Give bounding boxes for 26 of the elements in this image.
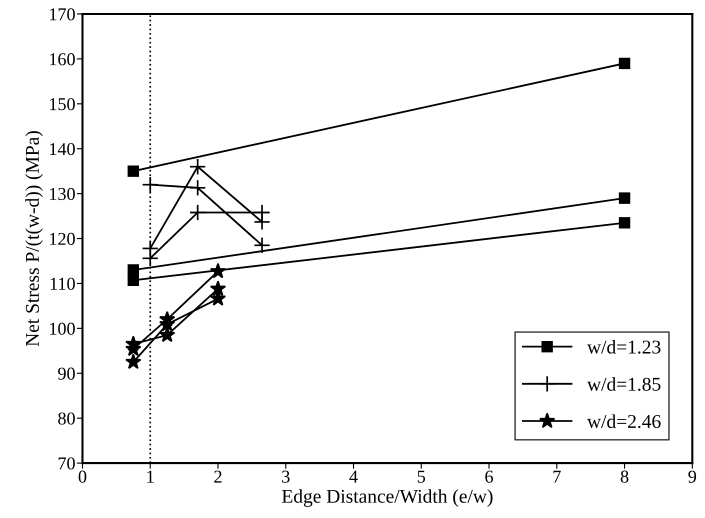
y-tick-label: 160 [50,53,75,66]
y-tick-label: 130 [50,188,75,200]
x-tick-label: 9 [688,470,696,483]
x-axis-title: Edge Distance/Width (e/w) [282,489,493,507]
x-tick-label: 3 [282,470,290,483]
x-tick-label: 4 [349,470,358,483]
y-tick-label: 120 [50,232,75,245]
x-tick-label: 6 [485,470,494,483]
y-tick-label: 110 [50,278,75,290]
x-tick-label: 0 [78,470,86,483]
y-tick-label: 170 [50,8,75,20]
x-tick-label: 2 [214,470,222,483]
y-tick-label: 70 [58,457,75,470]
y-axis-title: Net Stress P/(t(w-d)) (MPa) [25,131,43,346]
y-tick-label: 140 [50,142,75,156]
legend-label: w/d=1.23 [587,340,660,354]
legend-label: w/d=1.85 [587,377,660,391]
legend-label: w/d=2.46 [587,414,661,428]
x-tick-label: 8 [620,470,628,483]
y-tick-label: 80 [58,412,75,425]
x-tick-label: 5 [418,470,426,483]
y-tick-label: 150 [50,98,75,110]
y-tick-label: 100 [50,322,75,335]
y-tick-label: 90 [58,368,75,380]
x-tick-label: 7 [553,470,561,483]
x-tick-label: 1 [147,470,154,483]
